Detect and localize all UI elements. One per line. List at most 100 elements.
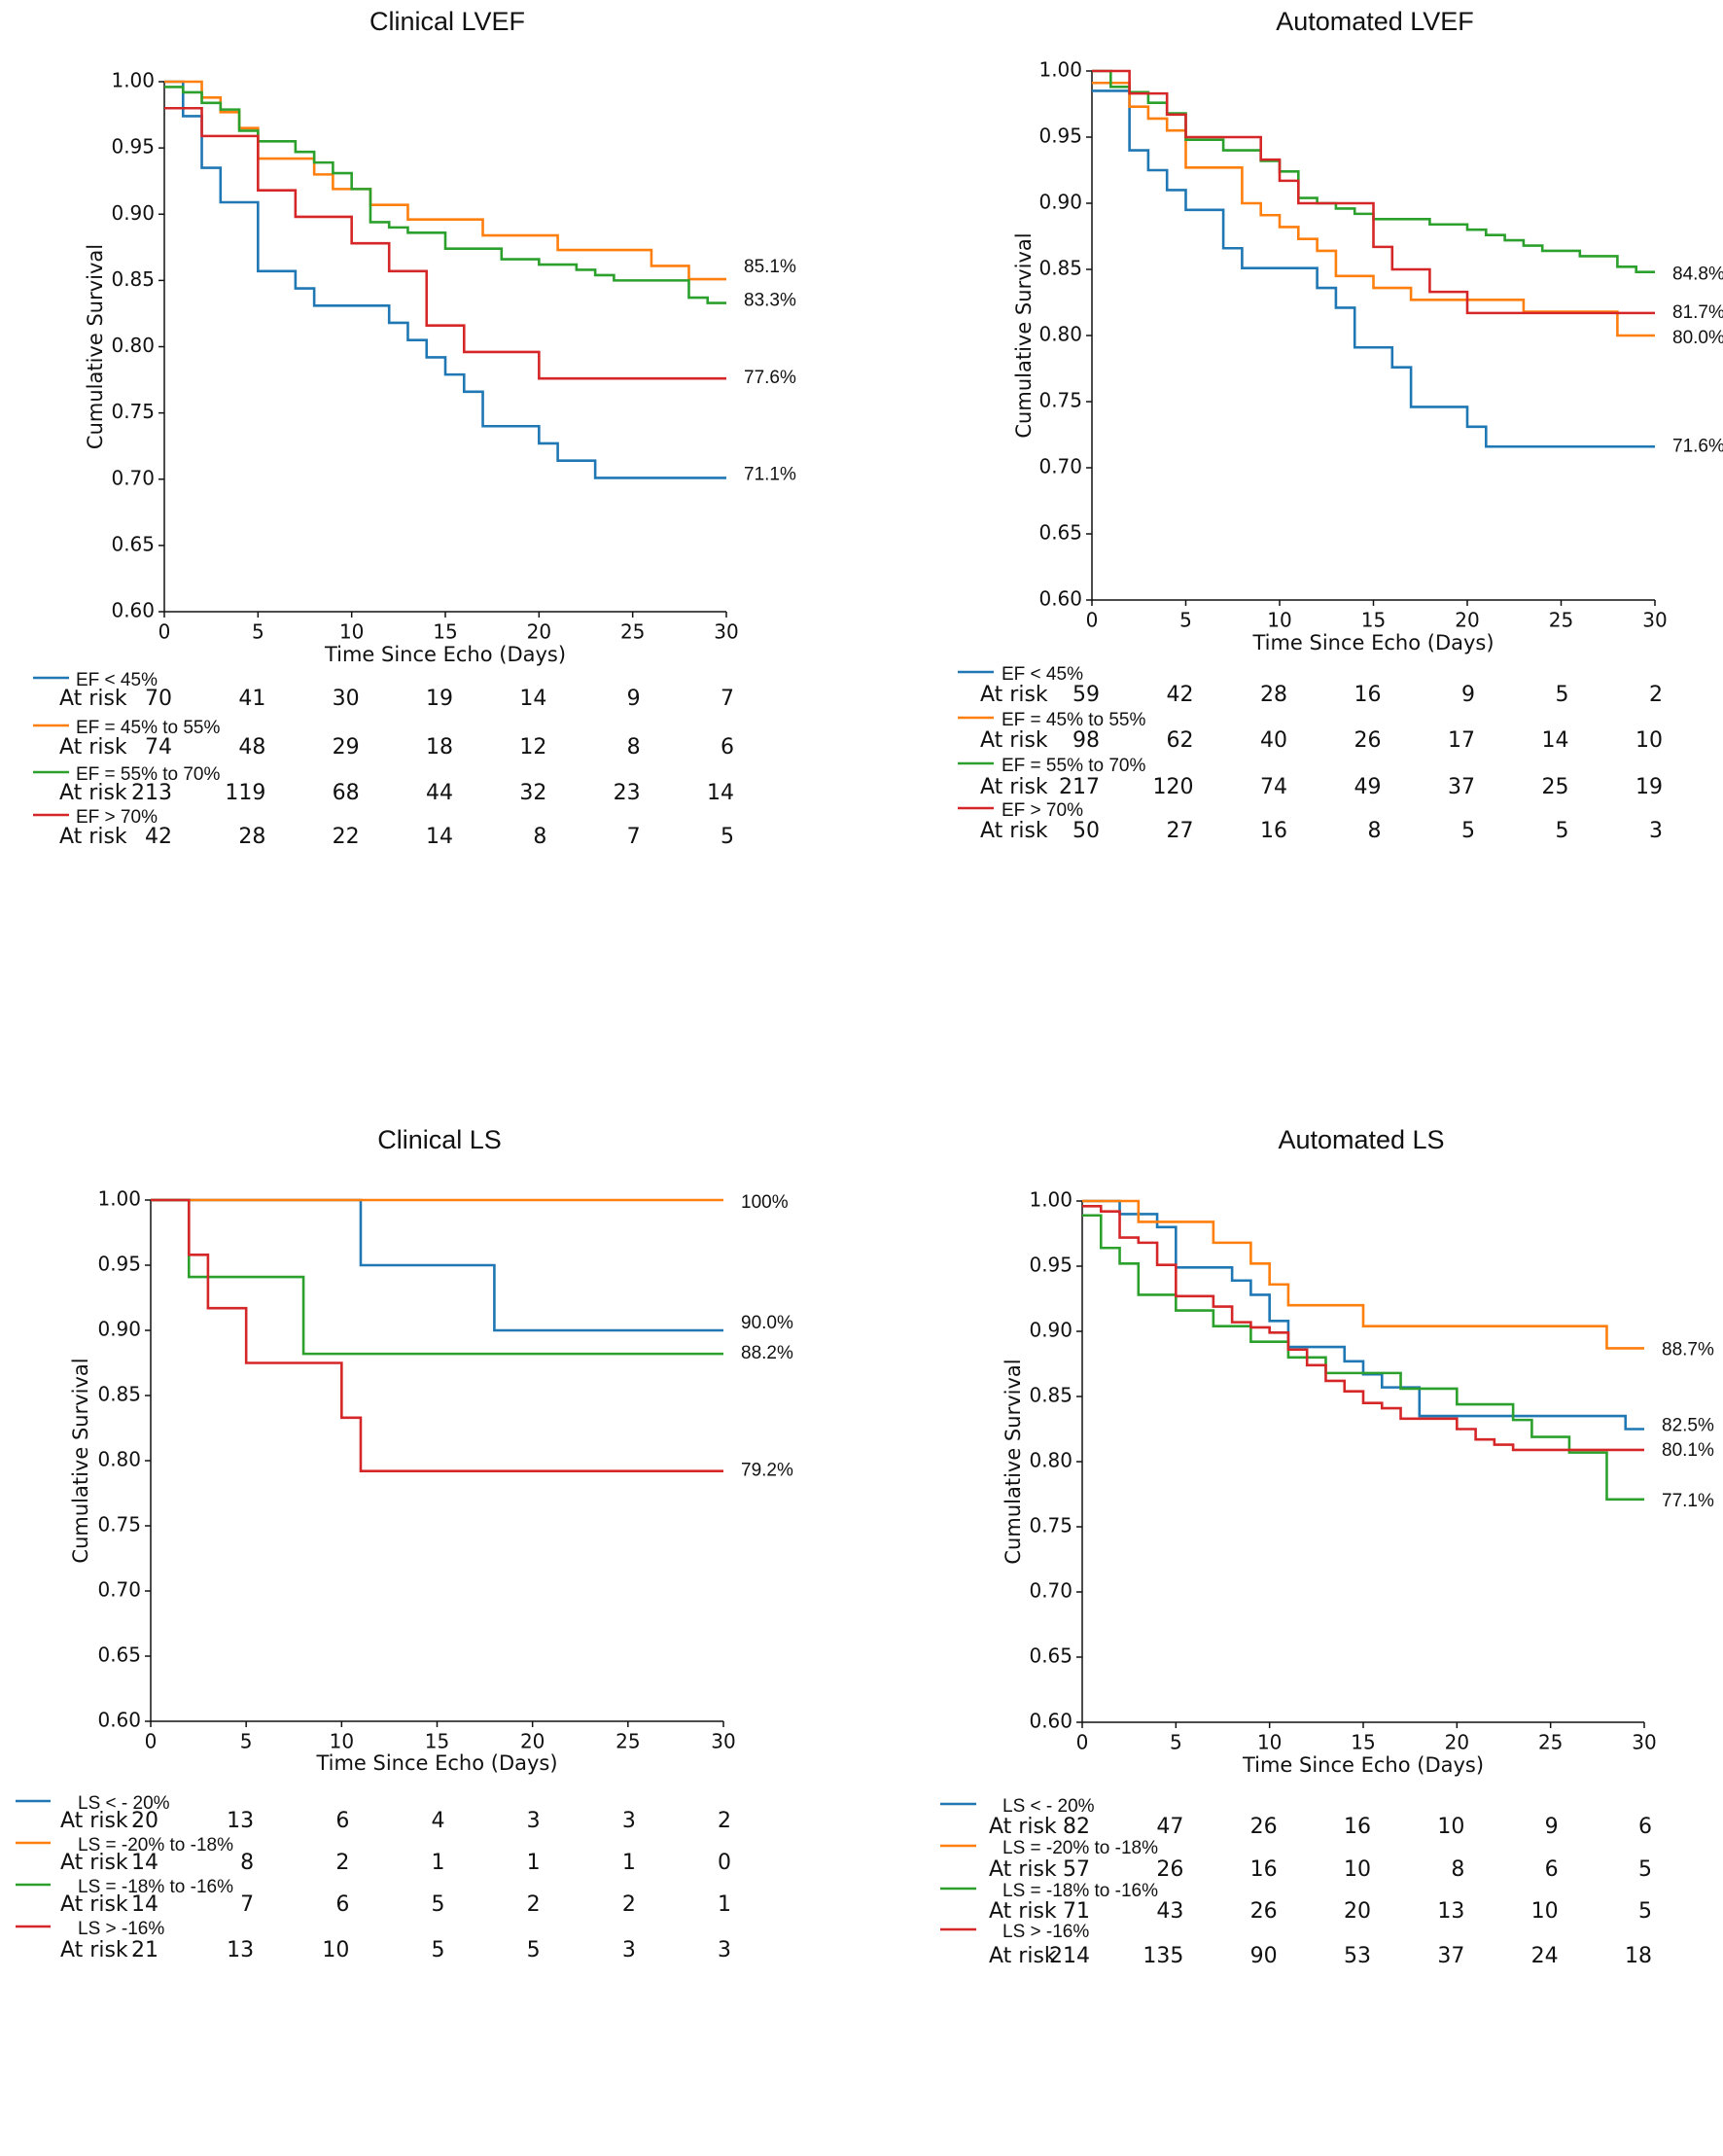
y-tick-label: 0.95: [1038, 124, 1082, 148]
at-risk-label: At risk: [59, 687, 127, 711]
at-risk-count: 47: [1156, 1815, 1183, 1839]
at-risk-count: 3: [622, 1809, 636, 1833]
at-risk-count: 43: [1156, 1899, 1183, 1924]
at-risk-count: 8: [240, 1851, 254, 1875]
panel-automated-ls: Automated LS 0.60 0.65 0.70 0.75 0.80 0.85 0.90…: [940, 1125, 1714, 1968]
y-tick-label: 0.60: [1038, 587, 1082, 611]
y-tick-label: 0.95: [111, 135, 155, 159]
at-risk-count: 5: [1556, 819, 1569, 843]
x-tick-label: 5: [1170, 1731, 1182, 1754]
at-risk-count: 16: [1354, 683, 1382, 707]
at-risk-count: 9: [1545, 1815, 1559, 1839]
y-axis-label: Cumulative Survival: [1002, 1359, 1025, 1564]
at-risk-count: 37: [1437, 1944, 1464, 1968]
at-risk-count: 53: [1344, 1944, 1371, 1968]
at-risk-count: 5: [1461, 819, 1475, 843]
at-risk-count: 4: [432, 1809, 445, 1833]
legend-label: EF < 45%: [1002, 664, 1083, 685]
at-risk-count: 10: [322, 1938, 349, 1962]
at-risk-count: 6: [335, 1892, 349, 1917]
x-tick-label: 30: [714, 620, 738, 644]
at-risk-count: 74: [1260, 775, 1287, 799]
x-tick-label: 25: [620, 620, 645, 644]
y-tick-label: 0.80: [1038, 323, 1082, 346]
at-risk-count: 59: [1072, 683, 1100, 707]
at-risk-count: 68: [333, 781, 360, 805]
y-tick-label: 0.80: [97, 1448, 141, 1471]
at-risk-count: 7: [721, 687, 734, 711]
panel-clinical-lvef: Clinical LVEF 0.60 0.65 0.70 0.75 0.80 0.85 0.9…: [33, 7, 796, 849]
y-tick-label: 0.65: [97, 1644, 141, 1667]
end-survival-label: 71.1%: [744, 464, 796, 484]
at-risk-count: 8: [1451, 1857, 1464, 1882]
at-risk-count: 5: [432, 1938, 445, 1962]
at-risk-count: 21: [131, 1938, 158, 1962]
x-tick-label: 20: [520, 1730, 545, 1753]
at-risk-count: 90: [1250, 1944, 1278, 1968]
y-tick-label: 0.95: [97, 1253, 141, 1276]
y-tick-label: 0.85: [111, 267, 155, 291]
at-risk-count: 26: [1250, 1899, 1278, 1924]
y-tick-label: 0.75: [111, 400, 155, 423]
chart-title: Automated LVEF: [1276, 7, 1474, 36]
end-survival-label: 79.2%: [741, 1461, 793, 1481]
at-risk-label: At risk: [989, 1944, 1057, 1968]
at-risk-label: At risk: [59, 781, 127, 805]
at-risk-label: At risk: [60, 1938, 128, 1962]
at-risk-count: 0: [718, 1851, 731, 1875]
at-risk-count: 27: [1167, 819, 1194, 843]
legend-label: LS < - 20%: [1002, 1796, 1095, 1817]
x-tick-label: 5: [252, 620, 264, 644]
at-risk-count: 10: [1437, 1815, 1464, 1839]
x-axis-label: Time Since Echo (Days): [324, 643, 566, 666]
x-tick-label: 0: [1086, 609, 1099, 632]
legend-label: EF = 55% to 70%: [76, 764, 220, 785]
at-risk-count: 6: [721, 735, 734, 760]
x-tick-label: 10: [1257, 1731, 1282, 1754]
at-risk-count: 2: [527, 1892, 541, 1917]
at-risk-count: 217: [1059, 775, 1100, 799]
y-tick-label: 0.75: [1029, 1514, 1072, 1537]
at-risk-count: 14: [426, 825, 453, 849]
at-risk-count: 18: [426, 735, 453, 760]
at-risk-count: 30: [333, 687, 360, 711]
x-tick-label: 25: [1549, 609, 1573, 632]
y-tick-label: 0.95: [1029, 1254, 1072, 1277]
at-risk-count: 5: [527, 1938, 541, 1962]
y-tick-label: 0.60: [111, 599, 155, 622]
legend-label: LS < - 20%: [78, 1793, 170, 1814]
at-risk-count: 213: [131, 781, 172, 805]
at-risk-count: 1: [718, 1892, 731, 1917]
legend-label: EF < 45%: [76, 670, 158, 690]
y-tick-label: 1.00: [1029, 1188, 1072, 1212]
at-risk-count: 62: [1167, 728, 1194, 753]
y-tick-label: 0.60: [97, 1709, 141, 1732]
end-survival-label: 84.8%: [1672, 265, 1723, 285]
chart-title: Automated LS: [1278, 1125, 1444, 1154]
at-risk-count: 42: [145, 825, 172, 849]
at-risk-count: 8: [533, 825, 546, 849]
at-risk-count: 1: [432, 1851, 445, 1875]
at-risk-count: 42: [1167, 683, 1194, 707]
x-tick-label: 15: [1361, 609, 1386, 632]
at-risk-count: 12: [519, 735, 546, 760]
at-risk-count: 8: [627, 735, 641, 760]
at-risk-count: 18: [1625, 1944, 1652, 1968]
at-risk-count: 8: [1368, 819, 1382, 843]
survival-curve-1: [1092, 89, 1655, 448]
at-risk-count: 5: [1556, 683, 1569, 707]
at-risk-count: 26: [1250, 1815, 1278, 1839]
legend-label: LS = -20% to -18%: [78, 1835, 233, 1856]
x-tick-label: 5: [1179, 609, 1192, 632]
x-tick-label: 15: [433, 620, 457, 644]
at-risk-count: 7: [627, 825, 641, 849]
y-tick-label: 0.65: [111, 532, 155, 555]
x-tick-label: 0: [145, 1730, 158, 1753]
at-risk-label: At risk: [60, 1851, 128, 1875]
survival-curve-2: [1092, 81, 1655, 337]
at-risk-label: At risk: [980, 683, 1048, 707]
at-risk-count: 2: [1649, 683, 1663, 707]
end-survival-label: 88.7%: [1662, 1339, 1714, 1360]
at-risk-count: 20: [131, 1809, 158, 1833]
at-risk-count: 3: [527, 1809, 541, 1833]
